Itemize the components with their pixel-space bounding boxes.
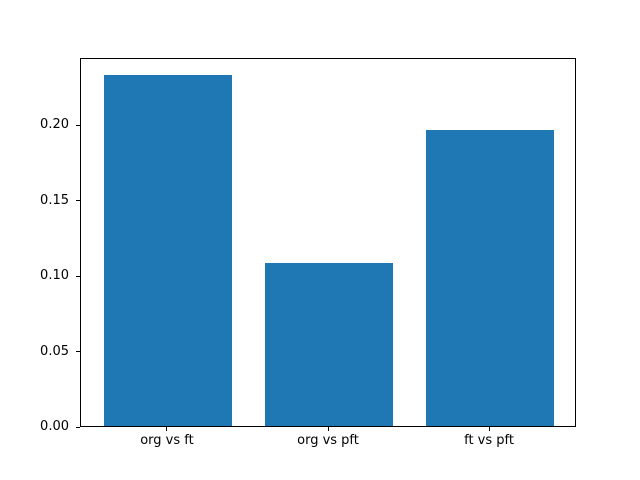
y-tick-mark bbox=[76, 351, 80, 353]
y-tick-label: 0.20 bbox=[40, 117, 69, 133]
bar-ft-vs-pft bbox=[425, 130, 555, 426]
y-tick-mark bbox=[76, 200, 80, 202]
bar-org-vs-ft bbox=[103, 74, 233, 426]
plot-area bbox=[80, 58, 576, 427]
x-tick-mark bbox=[488, 427, 490, 431]
x-tick-label: ft vs pft bbox=[464, 433, 514, 448]
y-tick-mark bbox=[76, 426, 80, 428]
y-tick-label: 0.15 bbox=[40, 192, 69, 208]
y-tick-label: 0.00 bbox=[40, 419, 69, 434]
y-tick-mark bbox=[76, 124, 80, 126]
x-tick-label: org vs ft bbox=[140, 433, 194, 448]
x-tick-mark bbox=[327, 427, 329, 431]
y-tick-label: 0.10 bbox=[40, 268, 69, 284]
bar-org-vs-pft bbox=[264, 263, 394, 426]
y-tick-mark bbox=[76, 275, 80, 277]
x-tick-label: org vs pft bbox=[297, 433, 359, 448]
x-tick-mark bbox=[166, 427, 168, 431]
y-tick-label: 0.05 bbox=[40, 343, 69, 359]
